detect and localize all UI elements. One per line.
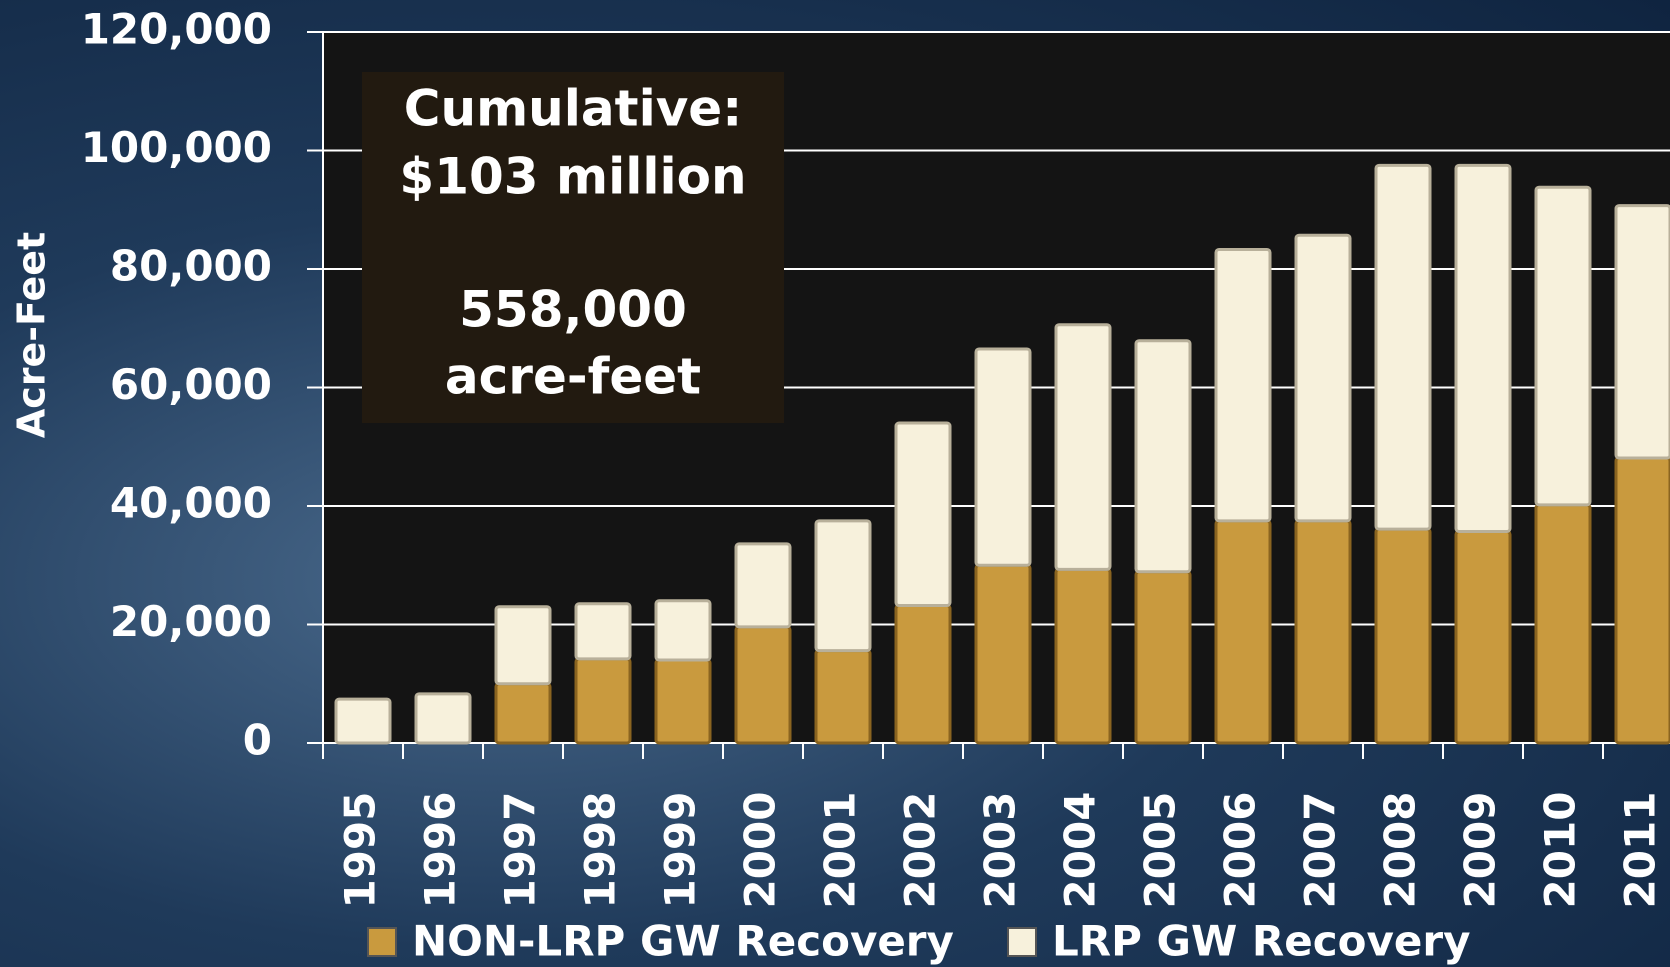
- bar-segment: [414, 692, 472, 745]
- x-tick-label: 2004: [1056, 792, 1105, 909]
- y-axis-label: Acre-Feet: [10, 232, 54, 438]
- x-tick-label: 1998: [576, 792, 625, 909]
- y-tick-label: 100,000: [81, 123, 272, 172]
- bar-segment: [334, 697, 392, 745]
- annotation-text: acre-feet: [445, 348, 701, 406]
- annotation-text: Cumulative:: [404, 80, 742, 138]
- x-tick-label: 1996: [416, 792, 465, 909]
- bar-segment: [1614, 456, 1670, 745]
- x-tick-label: 1997: [496, 792, 545, 909]
- bar-segment: [894, 604, 952, 745]
- y-tick-label: 20,000: [110, 597, 272, 646]
- bar-segment: [894, 421, 952, 608]
- y-tick-label: 40,000: [110, 479, 272, 528]
- bar-segment: [1294, 519, 1352, 745]
- bar-segment: [974, 347, 1032, 567]
- x-tick-label: 2009: [1456, 792, 1505, 909]
- bar-segment: [1374, 163, 1432, 531]
- y-tick-label: 0: [243, 716, 272, 765]
- x-tick-label: 2000: [736, 792, 785, 909]
- y-tick-label: 120,000: [81, 5, 272, 54]
- bar-segment: [734, 625, 792, 745]
- x-tick-label: 2007: [1296, 792, 1345, 909]
- bar-segment: [494, 605, 552, 686]
- bar-segment: [1134, 570, 1192, 745]
- x-tick-label: 2005: [1136, 792, 1185, 909]
- bar-segment: [1214, 519, 1272, 745]
- bar-segment: [814, 519, 872, 653]
- bar-segment: [1294, 233, 1352, 523]
- annotation-text: $103 million: [399, 148, 746, 206]
- bar-segment: [1054, 323, 1112, 571]
- bar-segment: [654, 599, 712, 662]
- bar-segment: [734, 542, 792, 629]
- x-tick-label: 1995: [336, 792, 385, 909]
- annotation-text: 558,000: [459, 281, 687, 339]
- x-tick-label: 2006: [1216, 792, 1265, 909]
- bar-segment: [654, 658, 712, 745]
- bar-segment: [1614, 204, 1670, 460]
- x-tick-label: 1999: [656, 792, 705, 909]
- bar-segment: [1134, 339, 1192, 574]
- bar-segment: [974, 563, 1032, 745]
- bar-segment: [1454, 529, 1512, 745]
- bar-segment: [494, 682, 552, 745]
- x-tick-label: 2002: [896, 792, 945, 909]
- bar-segment: [574, 657, 632, 745]
- bar-segment: [1534, 503, 1592, 745]
- legend-label: LRP GW Recovery: [1052, 917, 1470, 966]
- y-tick-label: 60,000: [110, 360, 272, 409]
- annotation-box: [362, 72, 784, 423]
- x-tick-label: 2008: [1376, 792, 1425, 909]
- x-tick-label: 2001: [816, 792, 865, 909]
- bar-segment: [1374, 527, 1432, 745]
- bar-segment: [1534, 185, 1592, 507]
- legend-swatch: [367, 927, 397, 957]
- bar-segment: [1454, 163, 1512, 533]
- bar-segment: [574, 602, 632, 661]
- bar-segment: [1214, 247, 1272, 523]
- y-tick-label: 80,000: [110, 242, 272, 291]
- x-tick-label: 2011: [1616, 792, 1665, 909]
- bar-segment: [1054, 567, 1112, 745]
- x-tick-label: 2003: [976, 792, 1025, 909]
- legend-swatch: [1007, 927, 1037, 957]
- bar-segment: [814, 649, 872, 745]
- x-tick-label: 2010: [1536, 792, 1585, 909]
- legend-label: NON-LRP GW Recovery: [412, 917, 954, 966]
